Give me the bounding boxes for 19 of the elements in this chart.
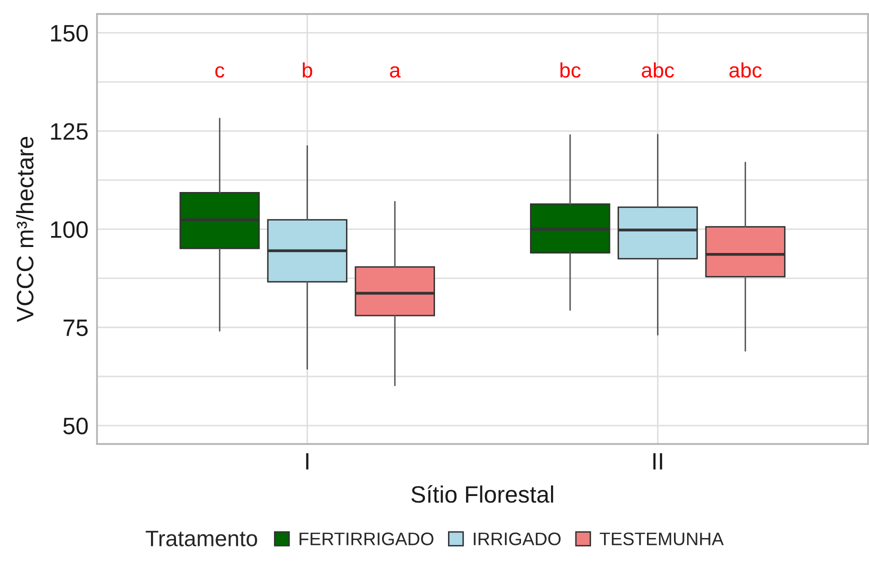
annotation: a: [390, 66, 401, 78]
legend-label: FERTIRRIGADO: [300, 532, 434, 546]
annotation: abc: [642, 62, 674, 78]
annotation: b: [302, 62, 312, 78]
y-tick-label: 50: [63, 418, 88, 434]
x-axis-title: Sítio Florestal: [411, 485, 554, 503]
x-tick-label: II: [653, 453, 662, 470]
legend-label: TESTEMUNHA: [600, 532, 724, 546]
legend-title: Tratamento: [146, 530, 258, 546]
y-tick-label: 150: [51, 24, 88, 42]
y-tick-label: 125: [51, 123, 88, 140]
x-tick-label: I: [306, 453, 308, 470]
y-axis-title: VCCC m³/hectare: [16, 136, 34, 322]
annotation: c: [215, 66, 224, 78]
annotation: bc: [560, 62, 581, 78]
y-tick-label: 75: [64, 320, 88, 336]
legend-label: IRRIGADO: [474, 532, 561, 546]
annotation: abc: [729, 62, 762, 78]
y-tick-label: 100: [51, 221, 88, 238]
